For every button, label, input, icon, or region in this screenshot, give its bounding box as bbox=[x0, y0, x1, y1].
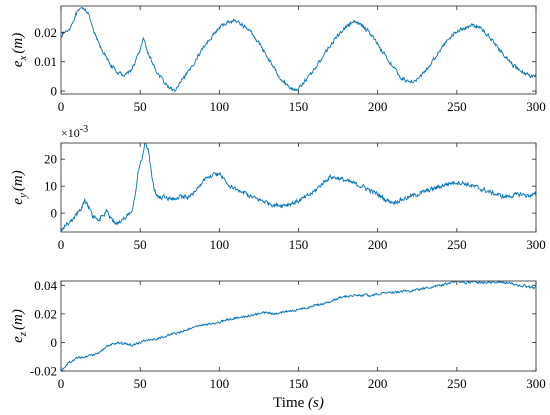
y-axis-label: ez(m) bbox=[10, 309, 29, 343]
y-tick-label: 0.01 bbox=[34, 54, 57, 69]
subplot-2: 0 50 100 150 200 250 300 0 10 20 ey(m) ×10-3 bbox=[10, 124, 546, 252]
x-tick-label: 100 bbox=[210, 376, 230, 391]
x-tick-label: 250 bbox=[447, 237, 467, 252]
series-line bbox=[61, 143, 536, 232]
y-tick-label: 0.04 bbox=[34, 278, 57, 293]
y-tick-label: 0 bbox=[51, 335, 58, 350]
x-tick-label: 0 bbox=[58, 99, 65, 114]
x-tick-label: 150 bbox=[289, 99, 309, 114]
y-tick-label: 10 bbox=[44, 179, 57, 194]
series-line bbox=[61, 6, 536, 92]
subplot-3: 0 50 100 150 200 250 300-0.0200.020.04ez(m)Tim… bbox=[10, 278, 546, 411]
x-tick-label: 150 bbox=[289, 237, 309, 252]
y-axis-label: ey(m) bbox=[10, 170, 29, 204]
x-tick-label: 0 bbox=[58, 237, 65, 252]
y-tick-label: 0.02 bbox=[34, 25, 57, 40]
x-tick-label: 300 bbox=[526, 237, 546, 252]
x-tick-label: 50 bbox=[134, 237, 147, 252]
x-tick-label: 100 bbox=[210, 99, 230, 114]
subplot-1: 0 50 100 150 200 250 300 0 0.01 0.02 ex(m) bbox=[10, 5, 546, 114]
axes-box bbox=[60, 280, 537, 372]
x-tick-label: 50 bbox=[134, 99, 147, 114]
x-tick-label: 0 bbox=[58, 376, 65, 391]
x-tick-label: 150 bbox=[289, 376, 309, 391]
y-tick-label: 0 bbox=[51, 84, 58, 99]
x-axis-label: Time (s) bbox=[273, 395, 324, 411]
axes-box bbox=[60, 142, 537, 233]
x-tick-label: 250 bbox=[447, 376, 467, 391]
y-tick-label: 0 bbox=[51, 206, 58, 221]
x-tick-label: 100 bbox=[210, 237, 230, 252]
y-tick-label: 0.02 bbox=[34, 306, 57, 321]
x-tick-label: 200 bbox=[368, 99, 388, 114]
x-tick-label: 250 bbox=[447, 99, 467, 114]
axes-box bbox=[60, 5, 537, 95]
x-tick-label: 50 bbox=[134, 376, 147, 391]
series-line bbox=[61, 281, 536, 371]
x-tick-label: 200 bbox=[368, 237, 388, 252]
x-tick-label: 300 bbox=[526, 99, 546, 114]
x-tick-label: 300 bbox=[526, 376, 546, 391]
y-tick-label: -0.02 bbox=[30, 364, 57, 379]
y-axis-label: ex(m) bbox=[10, 33, 29, 67]
scale-exponent: ×10-3 bbox=[61, 124, 88, 140]
x-tick-label: 200 bbox=[368, 376, 388, 391]
y-tick-label: 20 bbox=[44, 152, 57, 167]
